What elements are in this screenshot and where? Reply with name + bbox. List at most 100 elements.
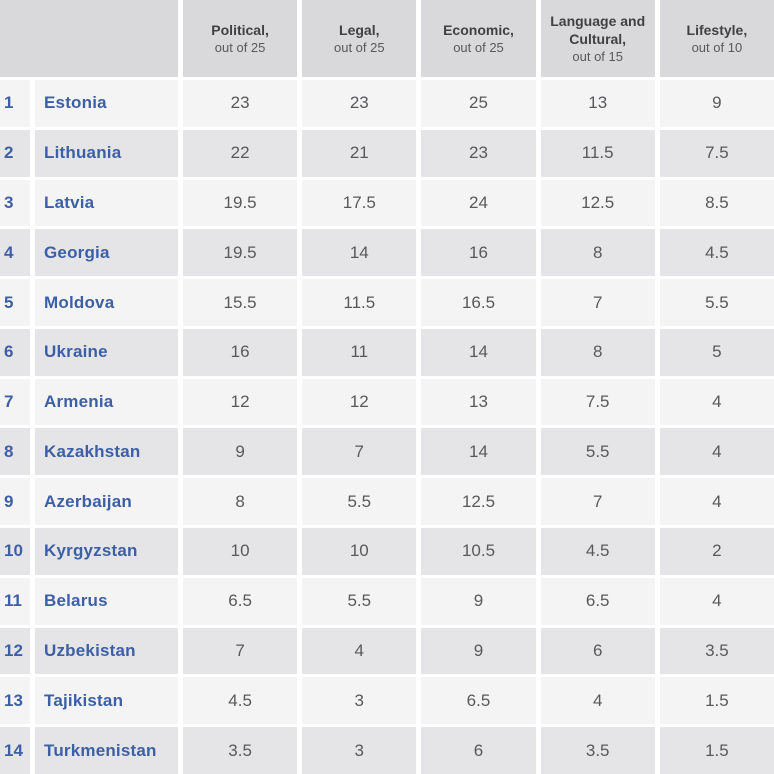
score-cell: 9	[421, 577, 536, 625]
score-cell: 8	[540, 229, 655, 277]
score-cell: 6.5	[421, 677, 536, 725]
score-cell: 12.5	[540, 179, 655, 227]
score-cell: 8.5	[659, 179, 774, 227]
score-cell: 4	[540, 677, 655, 725]
score-cell: 10	[302, 528, 417, 575]
column-subtitle: out of 25	[453, 40, 504, 56]
country-cell: Lithuania	[35, 129, 178, 177]
rank-cell: 9	[0, 478, 30, 526]
score-cell: 21	[302, 129, 417, 177]
country-cell: Turkmenistan	[35, 727, 178, 774]
column-title: Economic,	[443, 21, 514, 38]
score-cell: 4	[659, 378, 774, 426]
country-cell: Moldova	[35, 279, 178, 326]
score-cell: 7	[540, 279, 655, 326]
score-cell: 25	[421, 80, 536, 127]
score-cell: 1.5	[659, 727, 774, 774]
column-header: Economic, out of 25	[421, 0, 536, 77]
country-cell: Tajikistan	[35, 677, 178, 725]
score-cell: 12	[302, 378, 417, 426]
column-title: Language and Cultural,	[550, 13, 646, 47]
score-cell: 6	[421, 727, 536, 774]
score-cell: 9	[421, 627, 536, 675]
country-cell: Ukraine	[35, 328, 178, 376]
score-cell: 7.5	[540, 378, 655, 426]
country-cell: Georgia	[35, 229, 178, 277]
rank-cell: 7	[0, 378, 30, 426]
rank-cell: 2	[0, 129, 30, 177]
column-subtitle: out of 25	[333, 40, 385, 56]
score-cell: 8	[183, 478, 298, 526]
score-cell: 23	[421, 129, 536, 177]
score-cell: 1.5	[659, 677, 774, 725]
country-cell: Kyrgyzstan	[35, 528, 178, 575]
rank-cell: 10	[0, 528, 30, 575]
country-cell: Latvia	[35, 179, 178, 227]
score-cell: 8	[540, 328, 655, 376]
score-cell: 9	[659, 80, 774, 127]
column-header: Political, out of 25	[183, 0, 298, 77]
column-header: Legal, out of 25	[302, 0, 417, 77]
score-cell: 3.5	[540, 727, 655, 774]
country-cell: Azerbaijan	[35, 478, 178, 526]
column-header: Language and Cultural, out of 15	[540, 0, 655, 77]
score-cell: 19.5	[183, 179, 298, 227]
rank-cell: 4	[0, 229, 30, 277]
score-cell: 6.5	[183, 577, 298, 625]
score-cell: 12.5	[421, 478, 536, 526]
country-cell: Belarus	[35, 577, 178, 625]
score-cell: 11.5	[540, 129, 655, 177]
score-cell: 5.5	[302, 577, 417, 625]
column-title: Legal,	[339, 21, 380, 38]
column-header: Lifestyle, out of 10	[659, 0, 774, 77]
score-cell: 4.5	[659, 229, 774, 277]
score-cell: 5.5	[659, 279, 774, 326]
score-cell: 13	[421, 378, 536, 426]
score-cell: 4.5	[183, 677, 298, 725]
score-cell: 14	[421, 328, 536, 376]
rank-cell: 6	[0, 328, 30, 376]
score-cell: 7	[183, 627, 298, 675]
score-cell: 5.5	[540, 428, 655, 476]
column-title: Lifestyle,	[686, 21, 748, 38]
score-cell: 6	[540, 627, 655, 675]
score-cell: 16	[183, 328, 298, 376]
country-cell: Kazakhstan	[35, 428, 178, 476]
rank-cell: 3	[0, 179, 30, 227]
rank-cell: 5	[0, 279, 30, 326]
column-subtitle: out of 15	[572, 49, 623, 64]
score-cell: 11	[302, 328, 417, 376]
score-cell: 23	[183, 80, 298, 127]
score-cell: 10	[183, 528, 298, 575]
country-cell: Uzbekistan	[35, 627, 178, 675]
score-cell: 22	[183, 129, 298, 177]
column-title: Political,	[211, 21, 269, 38]
score-cell: 19.5	[183, 229, 298, 277]
score-cell: 4	[659, 478, 774, 526]
rank-cell: 1	[0, 80, 30, 127]
score-cell: 4	[302, 627, 417, 675]
rank-cell: 11	[0, 577, 30, 625]
corner-header-cell	[0, 0, 178, 77]
score-cell: 14	[421, 428, 536, 476]
score-cell: 3.5	[183, 727, 298, 774]
score-cell: 15.5	[183, 279, 298, 326]
score-cell: 4.5	[540, 528, 655, 575]
score-cell: 13	[540, 80, 655, 127]
score-cell: 12	[183, 378, 298, 426]
score-cell: 3	[302, 677, 417, 725]
score-cell: 14	[302, 229, 417, 277]
column-subtitle: out of 25	[214, 40, 266, 56]
score-cell: 5	[659, 328, 774, 376]
score-cell: 7	[540, 478, 655, 526]
score-cell: 4	[659, 428, 774, 476]
score-cell: 9	[183, 428, 298, 476]
score-cell: 7.5	[659, 129, 774, 177]
score-cell: 16.5	[421, 279, 536, 326]
country-cell: Estonia	[35, 80, 178, 127]
score-cell: 11.5	[302, 279, 417, 326]
rank-cell: 14	[0, 727, 30, 774]
score-cell: 23	[302, 80, 417, 127]
score-cell: 3.5	[659, 627, 774, 675]
